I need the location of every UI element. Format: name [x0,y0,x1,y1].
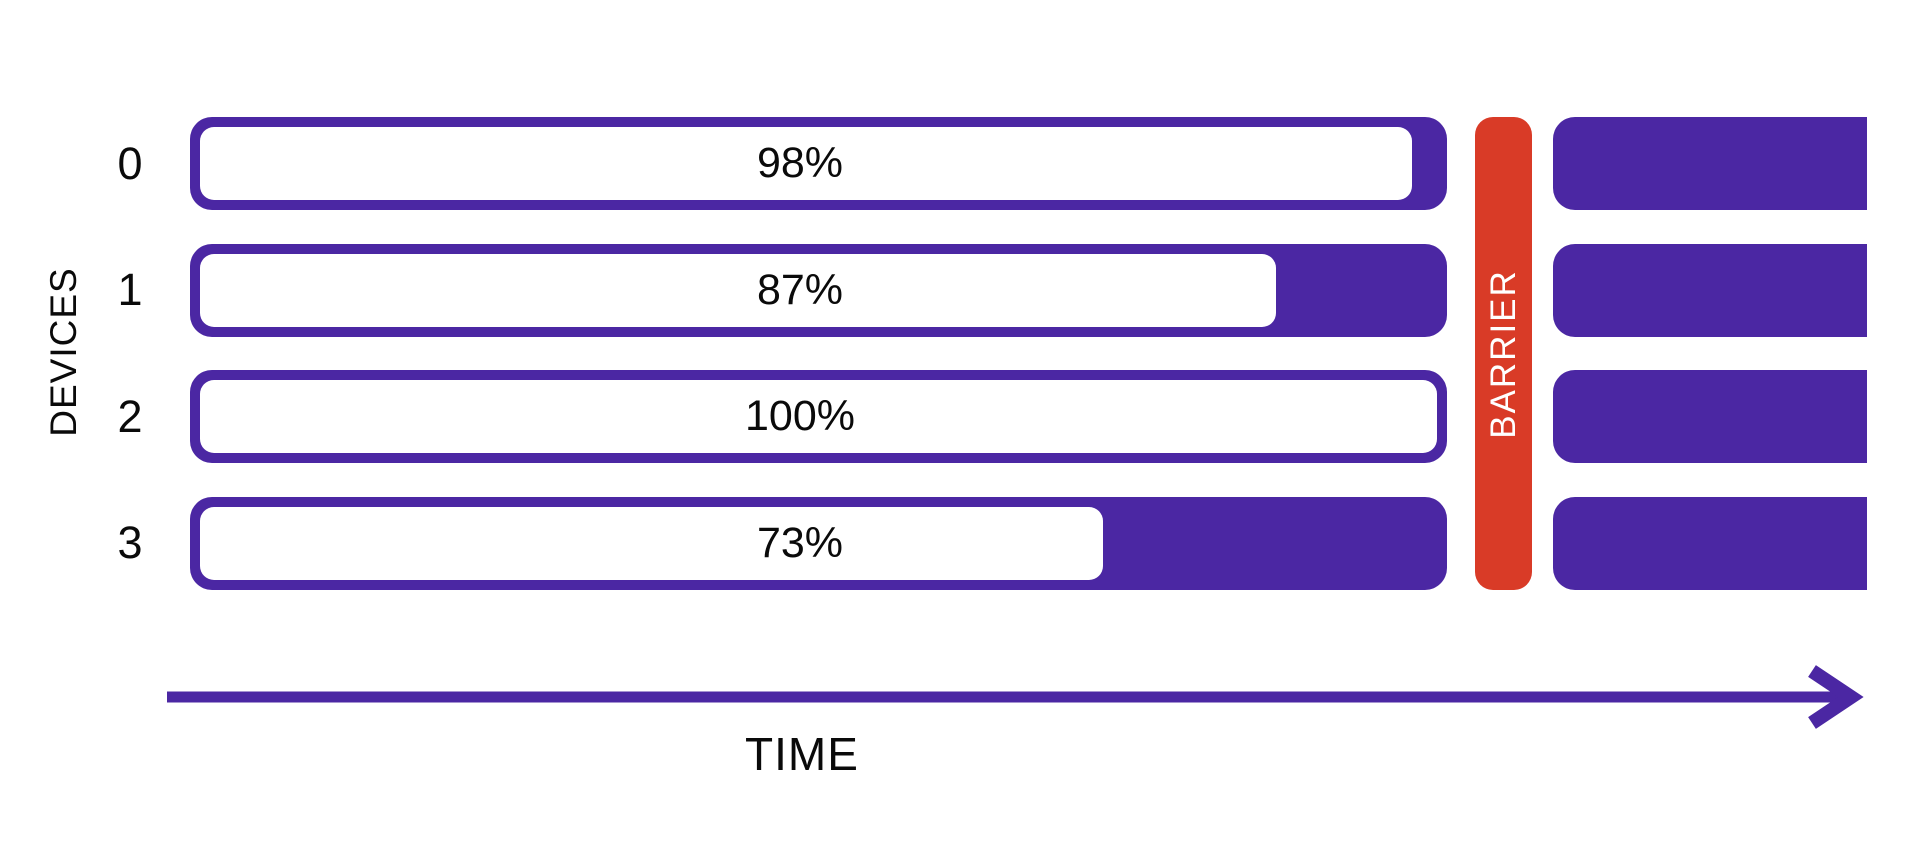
device-id-label: 2 [117,390,143,442]
task-progress-fill [200,127,1413,200]
task-progress-label: 100% [745,392,855,441]
device-row: 2 100% [0,370,1920,464]
post-barrier-block [1553,370,1867,464]
x-axis-label: TIME [745,728,859,780]
device-task-bar: 73% [190,496,1447,590]
device-row: 3 73% [0,496,1920,590]
post-barrier-block [1553,243,1867,337]
barrier-label: BARRIER [1483,268,1523,439]
device-id-label: 1 [117,264,143,316]
task-progress-label: 98% [756,139,844,187]
device-row: 0 98% [0,117,1920,210]
task-progress-fill [200,253,1277,327]
task-progress-fill [200,506,1103,580]
post-barrier-block [1553,117,1867,210]
device-id-label: 0 [117,137,143,189]
task-progress-label: 73% [756,518,844,567]
device-task-bar: 98% [190,117,1447,210]
device-id-label: 3 [117,517,143,569]
task-progress-label: 87% [756,265,844,314]
time-axis-arrowhead [1808,665,1864,729]
device-task-bar: 100% [190,370,1447,464]
device-task-bar: 87% [190,243,1447,337]
post-barrier-blocks [1553,117,1867,590]
task-progress-fill [200,380,1437,454]
post-barrier-block [1553,496,1867,590]
device-row: 1 87% [0,243,1920,337]
barrier-bar: BARRIER [1475,117,1532,590]
device-rows: 0 98% 1 87% 2 100% 3 73% [0,117,1920,590]
